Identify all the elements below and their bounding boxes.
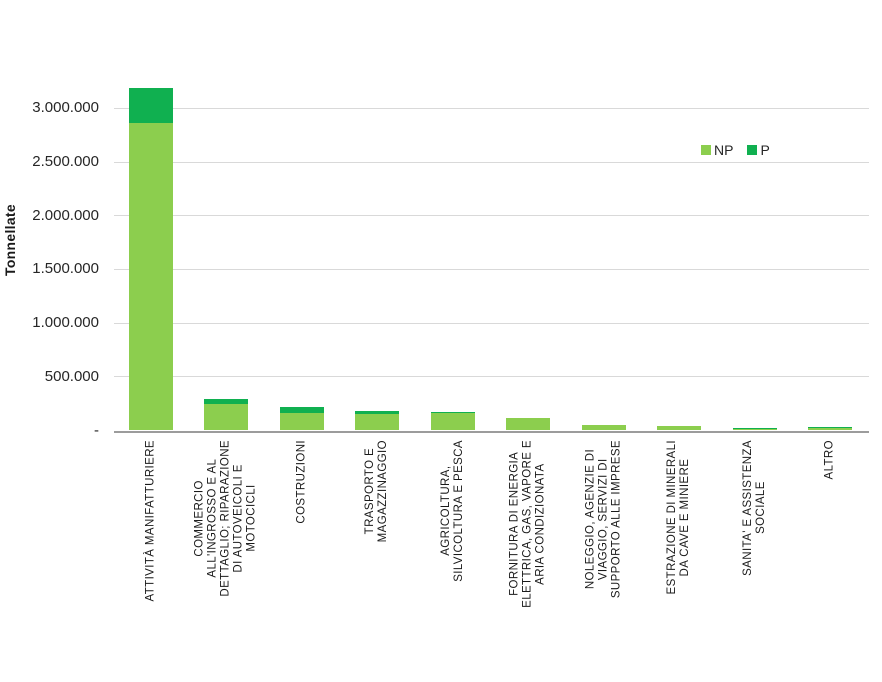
- x-category-label: SANITA' E ASSISTENZA SOCIALE: [741, 440, 767, 576]
- y-gridline: [114, 161, 869, 163]
- y-gridline: [114, 322, 869, 324]
- x-category-label: ALTRO: [823, 440, 836, 480]
- bar-segment-np-3: [279, 412, 324, 431]
- legend-item-np: NP: [701, 142, 733, 158]
- y-tick-label: 1.500.000: [32, 260, 99, 278]
- bar-segment-p-4: [355, 410, 399, 414]
- legend-label-np: NP: [714, 142, 734, 158]
- y-gridline: [114, 107, 869, 109]
- y-tick-label: 2.000.000: [32, 206, 99, 224]
- x-category-label: COSTRUZIONI: [295, 440, 307, 524]
- x-axis-line: [114, 430, 869, 433]
- y-gridline: [114, 376, 869, 378]
- y-tick-label: -: [94, 421, 99, 439]
- bar-segment-np-9: [732, 429, 777, 431]
- legend-swatch-np: [701, 145, 711, 155]
- legend-item-p: P: [747, 142, 770, 158]
- y-tick-label: 2.500.000: [32, 153, 99, 170]
- legend-label-p: P: [760, 142, 770, 158]
- bar-segment-p-10: [808, 427, 852, 429]
- y-tick-label: 500.000: [44, 367, 99, 385]
- x-category-label: AGRICOLTURA, SILVICOLTURA E PESCA: [439, 440, 465, 582]
- y-gridline: [114, 215, 869, 217]
- y-tick-label: 1.000.000: [32, 314, 99, 332]
- bar-segment-np-7: [581, 424, 626, 431]
- bar-segment-p-1: [128, 88, 173, 123]
- bar-segment-np-6: [506, 418, 550, 431]
- x-category-label: ATTIVITÀ MANIFATTURIERE: [144, 440, 156, 602]
- x-category-label: NOLEGGIO, AGENZIE DI VIAGGIO, SERVIZI DI…: [584, 440, 622, 599]
- y-tick-label: 3.000.000: [32, 99, 99, 117]
- legend-swatch-p: [747, 145, 758, 155]
- bar-segment-p-9: [732, 428, 777, 430]
- bar-segment-np-1: [128, 122, 173, 431]
- x-category-label: FORNITURA DI ENERGIA ELETTRICA, GAS, VAP…: [508, 440, 547, 608]
- bar-segment-p-3: [279, 407, 324, 413]
- bar-segment-p-5: [430, 411, 475, 413]
- bar-segment-p-2: [204, 398, 248, 404]
- legend: NP P: [701, 142, 770, 158]
- bar-segment-np-10: [808, 428, 852, 431]
- y-gridline: [114, 268, 869, 270]
- bar-segment-np-4: [355, 413, 399, 431]
- x-category-label: COMMERCIO ALL'INGROSSO E AL DETTAGLIO; R…: [193, 440, 258, 597]
- x-category-label: TRASPORTO E MAGAZZINAGGIO: [364, 440, 389, 543]
- bar-segment-np-5: [430, 412, 475, 431]
- bar-segment-np-8: [657, 425, 701, 431]
- bar-segment-np-2: [204, 403, 248, 431]
- x-category-label: ESTRAZIONE DI MINERALI DA CAVE E MINIERE: [666, 440, 691, 595]
